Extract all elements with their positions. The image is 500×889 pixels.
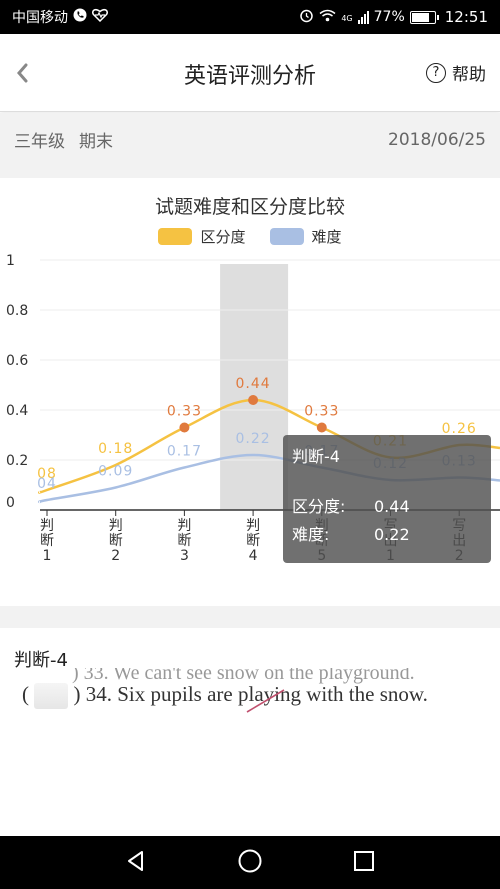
battery-icon [409,10,439,24]
legend-swatch-difficulty [269,228,304,245]
data-label: 08 [37,466,57,482]
data-label: 0.44 [236,376,271,392]
exam-date: 2018/06/25 [388,129,486,150]
help-icon: ? [426,62,446,83]
chart-title: 试题难度和区分度比较 [154,196,345,218]
x-tick-label: 断 [40,533,54,549]
tooltip-key: 难度: [292,525,330,544]
back-button[interactable] [10,58,36,88]
tooltip-key: 区分度: [292,497,346,516]
data-label: 0.17 [167,444,202,460]
y-tick-label: 0.6 [6,353,28,369]
tooltip-value: 0.22 [374,525,410,544]
exam-info-bar: 三年级 期末 2018/06/25 [0,113,500,166]
x-tick-label: 断 [246,533,260,549]
title-bar: 英语评测分析 ? 帮助 [0,34,500,112]
data-label: 0.26 [442,421,477,437]
y-tick-label: 1 [6,253,15,269]
signal-icon [357,10,369,24]
x-tick-label: 判 [40,518,54,534]
section-divider [0,166,500,178]
x-tick-label: 判 [177,518,191,534]
tooltip-row-discrimination: 区分度: 0.44 [292,493,482,521]
help-button[interactable]: ? 帮助 [426,60,486,85]
highlight-band [220,264,289,510]
home-circle-icon[interactable] [237,848,263,878]
data-point [316,422,327,433]
data-label: 0.33 [167,404,202,420]
x-tick-label: 4 [249,548,258,564]
legend-swatch-discrimination [158,228,193,245]
alarm-icon [299,8,314,27]
question-line: ( ) 34. Six pupils are playing with the … [22,682,428,710]
carrier-label: 中国移动 [12,10,68,26]
legend-label-discrimination: 区分度 [200,228,246,246]
answer-blank [34,683,69,710]
legend-label-difficulty: 难度 [311,228,342,246]
x-tick-label: 3 [180,548,189,564]
section-divider [0,606,500,628]
x-tick-label: 1 [43,548,52,564]
data-point [248,395,259,405]
status-bar: 中国移动 4G 77% 12:51 [0,0,500,34]
help-label: 帮助 [452,65,486,85]
x-tick-label: 判 [246,518,260,534]
data-label: 0.09 [98,464,133,480]
y-tick-label: 0.8 [6,303,28,319]
question-text: ) 34. Six pupils are playing with the sn… [73,682,428,706]
data-label: 0.18 [98,441,133,457]
tooltip-title: 判断-4 [292,447,340,466]
question-line-prev: ) 33. We can't see snow on the playgroun… [72,668,415,684]
x-tick-label: 2 [111,548,120,564]
data-point [179,422,190,433]
chevron-left-icon [17,63,28,83]
legend-item-difficulty[interactable]: 难度 [269,226,342,247]
data-label: 04 [37,476,57,492]
question-paren-open: ( [22,682,29,706]
y-tick-label: 0 [6,495,15,511]
x-tick-label: 断 [109,533,123,549]
data-label: 0.33 [304,404,339,420]
tooltip-value: 0.44 [374,497,410,516]
y-tick-label: 0.2 [6,453,28,469]
grade-label: 三年级 [14,132,65,152]
chart-legend: 区分度 难度 [0,226,500,247]
data-label: 0.22 [236,431,271,447]
system-nav-bar [0,836,500,889]
page-title: 英语评测分析 [183,64,316,89]
wifi-icon [319,9,336,26]
network-type: 4G [341,13,353,23]
question-image: ) 33. We can't see snow on the playgroun… [22,668,482,718]
x-tick-label: 判 [109,518,123,534]
phone-icon [73,8,87,26]
pen-stroke-mark [246,689,285,713]
legend-item-discrimination[interactable]: 区分度 [158,226,246,247]
recents-square-icon[interactable] [352,849,376,877]
question-title: 判断-4 [14,650,68,671]
heart-rate-icon [92,8,108,26]
y-tick-label: 0.4 [6,403,28,419]
question-detail: 判断-4 ) 33. We can't see snow on the play… [0,628,500,836]
tooltip-row-difficulty: 难度: 0.22 [292,521,482,549]
battery-percent: 77% [373,9,405,25]
back-triangle-icon[interactable] [124,849,148,877]
chart-tooltip: 判断-4 区分度: 0.44 难度: 0.22 [283,435,491,563]
term-label: 期末 [79,132,113,152]
clock: 12:51 [444,8,488,26]
x-tick-label: 断 [177,533,191,549]
